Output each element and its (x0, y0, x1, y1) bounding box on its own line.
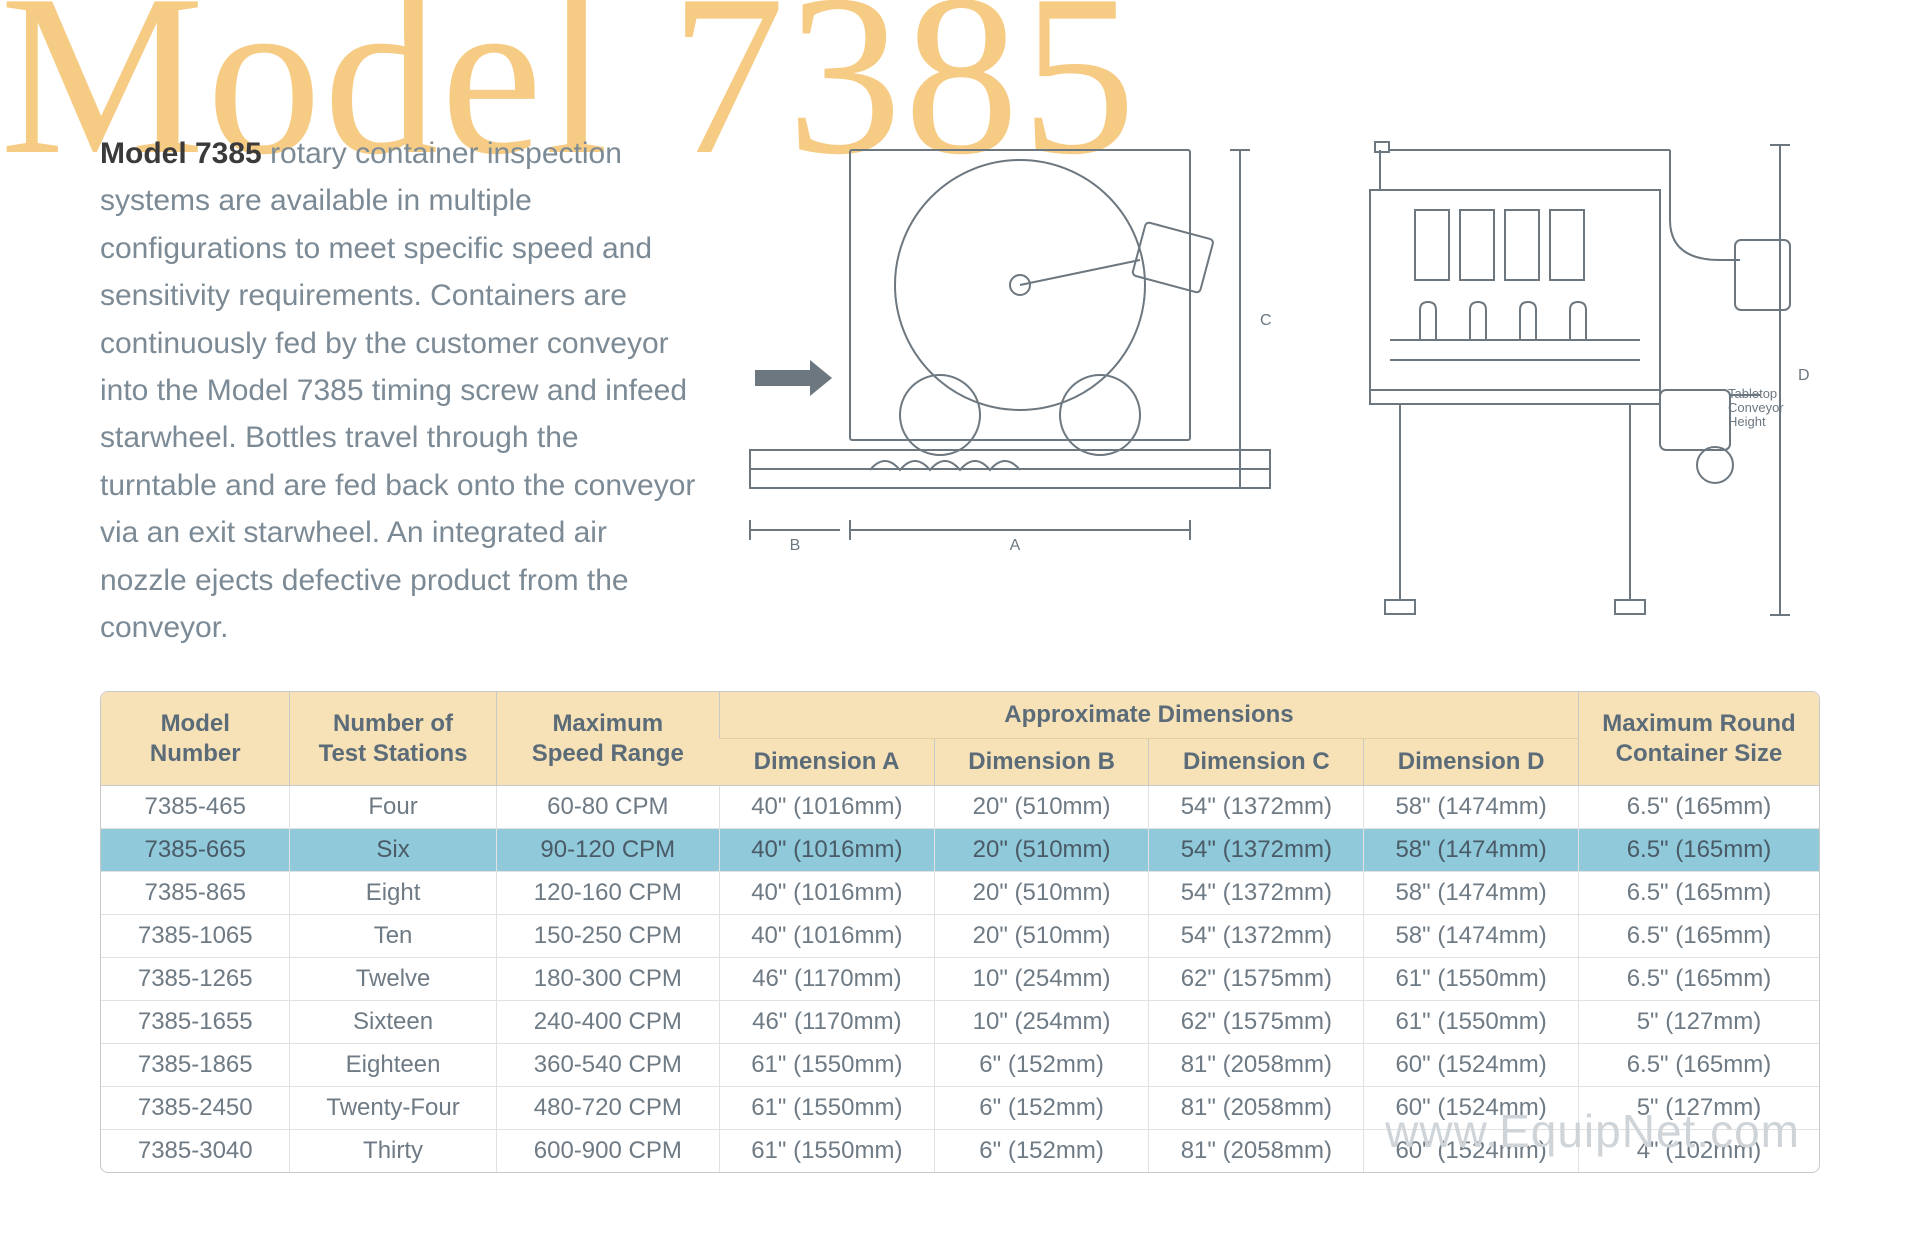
cell-dimD: 58" (1474mm) (1364, 829, 1579, 872)
cell-dimC: 54" (1372mm) (1149, 872, 1364, 915)
cell-dimA: 40" (1016mm) (719, 786, 934, 829)
cell-speed: 120-160 CPM (496, 872, 719, 915)
header-model: ModelNumber (101, 692, 290, 786)
cell-dimC: 54" (1372mm) (1149, 915, 1364, 958)
cell-model: 7385-1265 (101, 958, 290, 1001)
cell-dimC: 54" (1372mm) (1149, 786, 1364, 829)
cell-stations: Four (290, 786, 496, 829)
cell-model: 7385-3040 (101, 1130, 290, 1173)
table-row: 7385-1865Eighteen360-540 CPM61" (1550mm)… (101, 1044, 1819, 1087)
cell-dimA: 61" (1550mm) (719, 1044, 934, 1087)
watermark: www.EquipNet.com (1385, 1104, 1800, 1158)
cell-speed: 600-900 CPM (496, 1130, 719, 1173)
description-lead: Model 7385 (100, 137, 262, 170)
header-speed: MaximumSpeed Range (496, 692, 719, 786)
cell-stations: Sixteen (290, 1001, 496, 1044)
cell-dimC: 81" (2058mm) (1149, 1087, 1364, 1130)
cell-model: 7385-865 (101, 872, 290, 915)
diagram-side-view: D Tabletop Conveyor Height (1320, 130, 1820, 651)
cell-container: 6.5" (165mm) (1578, 915, 1819, 958)
svg-text:A: A (1010, 537, 1021, 554)
table-row: 7385-1655Sixteen240-400 CPM46" (1170mm)1… (101, 1001, 1819, 1044)
cell-model: 7385-665 (101, 829, 290, 872)
cell-dimA: 40" (1016mm) (719, 829, 934, 872)
table-row: 7385-665Six90-120 CPM40" (1016mm)20" (51… (101, 829, 1819, 872)
cell-model: 7385-465 (101, 786, 290, 829)
cell-dimA: 40" (1016mm) (719, 915, 934, 958)
cell-stations: Eight (290, 872, 496, 915)
cell-dimA: 46" (1170mm) (719, 958, 934, 1001)
svg-text:Tabletop Conveyor: Tabletop Conveyor Height (1728, 386, 1787, 429)
cell-container: 6.5" (165mm) (1578, 1044, 1819, 1087)
cell-dimC: 81" (2058mm) (1149, 1044, 1364, 1087)
cell-dimD: 58" (1474mm) (1364, 786, 1579, 829)
cell-dimB: 6" (152mm) (934, 1130, 1149, 1173)
svg-text:B: B (790, 537, 801, 554)
table-row: 7385-1065Ten150-250 CPM40" (1016mm)20" (… (101, 915, 1819, 958)
cell-stations: Six (290, 829, 496, 872)
header-dimB: Dimension B (934, 739, 1149, 786)
header-dimA: Dimension A (719, 739, 934, 786)
svg-text:C: C (1260, 312, 1272, 329)
cell-model: 7385-1865 (101, 1044, 290, 1087)
cell-dimB: 20" (510mm) (934, 872, 1149, 915)
cell-speed: 480-720 CPM (496, 1087, 719, 1130)
header-dimC: Dimension C (1149, 739, 1364, 786)
cell-stations: Ten (290, 915, 496, 958)
description-body: rotary container inspection systems are … (100, 137, 695, 644)
cell-dimC: 54" (1372mm) (1149, 829, 1364, 872)
cell-dimD: 60" (1524mm) (1364, 1044, 1579, 1087)
cell-model: 7385-2450 (101, 1087, 290, 1130)
cell-model: 7385-1655 (101, 1001, 290, 1044)
cell-dimB: 6" (152mm) (934, 1087, 1149, 1130)
cell-container: 5" (127mm) (1578, 1001, 1819, 1044)
cell-speed: 60-80 CPM (496, 786, 719, 829)
cell-dimB: 20" (510mm) (934, 786, 1149, 829)
cell-container: 6.5" (165mm) (1578, 786, 1819, 829)
header-stations: Number ofTest Stations (290, 692, 496, 786)
cell-speed: 240-400 CPM (496, 1001, 719, 1044)
cell-dimA: 61" (1550mm) (719, 1087, 934, 1130)
cell-dimB: 10" (254mm) (934, 958, 1149, 1001)
cell-dimD: 61" (1550mm) (1364, 958, 1579, 1001)
cell-speed: 180-300 CPM (496, 958, 719, 1001)
table-row: 7385-465Four60-80 CPM40" (1016mm)20" (51… (101, 786, 1819, 829)
table-row: 7385-1265Twelve180-300 CPM46" (1170mm)10… (101, 958, 1819, 1001)
cell-dimB: 10" (254mm) (934, 1001, 1149, 1044)
cell-dimB: 20" (510mm) (934, 829, 1149, 872)
table-row: 7385-865Eight120-160 CPM40" (1016mm)20" … (101, 872, 1819, 915)
cell-dimB: 6" (152mm) (934, 1044, 1149, 1087)
cell-dimC: 62" (1575mm) (1149, 1001, 1364, 1044)
header-group-dimensions: Approximate Dimensions (719, 692, 1578, 739)
cell-dimA: 61" (1550mm) (719, 1130, 934, 1173)
header-dimD: Dimension D (1364, 739, 1579, 786)
cell-container: 6.5" (165mm) (1578, 958, 1819, 1001)
cell-stations: Twelve (290, 958, 496, 1001)
diagram-top-view: A B C (730, 130, 1290, 651)
cell-stations: Thirty (290, 1130, 496, 1173)
cell-dimC: 62" (1575mm) (1149, 958, 1364, 1001)
spec-table: ModelNumberNumber ofTest StationsMaximum… (101, 692, 1819, 1172)
cell-dimA: 46" (1170mm) (719, 1001, 934, 1044)
description-paragraph: Model 7385 rotary container inspection s… (100, 130, 700, 651)
spec-table-container: ModelNumberNumber ofTest StationsMaximum… (100, 691, 1820, 1173)
cell-dimD: 58" (1474mm) (1364, 915, 1579, 958)
cell-stations: Eighteen (290, 1044, 496, 1087)
cell-dimD: 61" (1550mm) (1364, 1001, 1579, 1044)
cell-speed: 360-540 CPM (496, 1044, 719, 1087)
cell-model: 7385-1065 (101, 915, 290, 958)
cell-speed: 150-250 CPM (496, 915, 719, 958)
cell-container: 6.5" (165mm) (1578, 829, 1819, 872)
cell-dimC: 81" (2058mm) (1149, 1130, 1364, 1173)
cell-dimB: 20" (510mm) (934, 915, 1149, 958)
cell-container: 6.5" (165mm) (1578, 872, 1819, 915)
cell-stations: Twenty-Four (290, 1087, 496, 1130)
cell-speed: 90-120 CPM (496, 829, 719, 872)
cell-dimD: 58" (1474mm) (1364, 872, 1579, 915)
svg-text:D: D (1798, 367, 1810, 384)
cell-dimA: 40" (1016mm) (719, 872, 934, 915)
header-container: Maximum RoundContainer Size (1578, 692, 1819, 786)
